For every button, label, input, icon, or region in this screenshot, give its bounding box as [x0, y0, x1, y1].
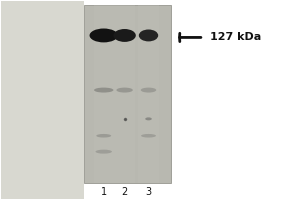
Ellipse shape [89, 28, 118, 42]
Bar [84, 5, 171, 183]
Bar [115, 5, 135, 183]
Text: 1: 1 [101, 187, 107, 197]
Ellipse shape [95, 150, 112, 154]
Bar [94, 5, 114, 183]
Ellipse shape [116, 88, 133, 93]
Ellipse shape [113, 29, 136, 42]
Text: 127 kDa: 127 kDa [210, 32, 261, 42]
Bar [138, 5, 159, 183]
Ellipse shape [141, 88, 156, 93]
Ellipse shape [94, 88, 113, 93]
Text: 2: 2 [122, 187, 128, 197]
Ellipse shape [139, 29, 158, 41]
Bar [1, 1, 84, 199]
Text: 3: 3 [146, 187, 152, 197]
Ellipse shape [141, 134, 156, 138]
Ellipse shape [145, 117, 152, 120]
Ellipse shape [96, 134, 111, 138]
